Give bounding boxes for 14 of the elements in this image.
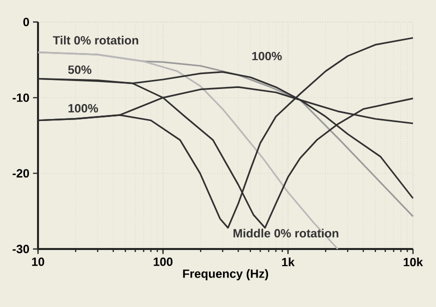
annotation: 100% <box>252 52 282 60</box>
x-tick-label: 100 <box>154 258 172 266</box>
y-tick-label: -10 <box>12 93 30 102</box>
annotation: Middle 0% rotation <box>234 228 338 238</box>
y-tick-label: -20 <box>12 169 30 178</box>
y-tick-label: 0 <box>23 18 30 26</box>
x-axis-title: Frequency (Hz) <box>183 269 268 280</box>
annotation: Tilt 0% rotation <box>52 36 138 45</box>
y-tick-label: -30 <box>12 244 30 254</box>
x-tick-label: 1k <box>282 258 295 266</box>
annotation: 100% <box>68 104 98 112</box>
annotation: 50% <box>68 65 92 74</box>
x-tick-label: 10 <box>32 258 44 266</box>
x-tick-label: 10k <box>404 258 423 266</box>
